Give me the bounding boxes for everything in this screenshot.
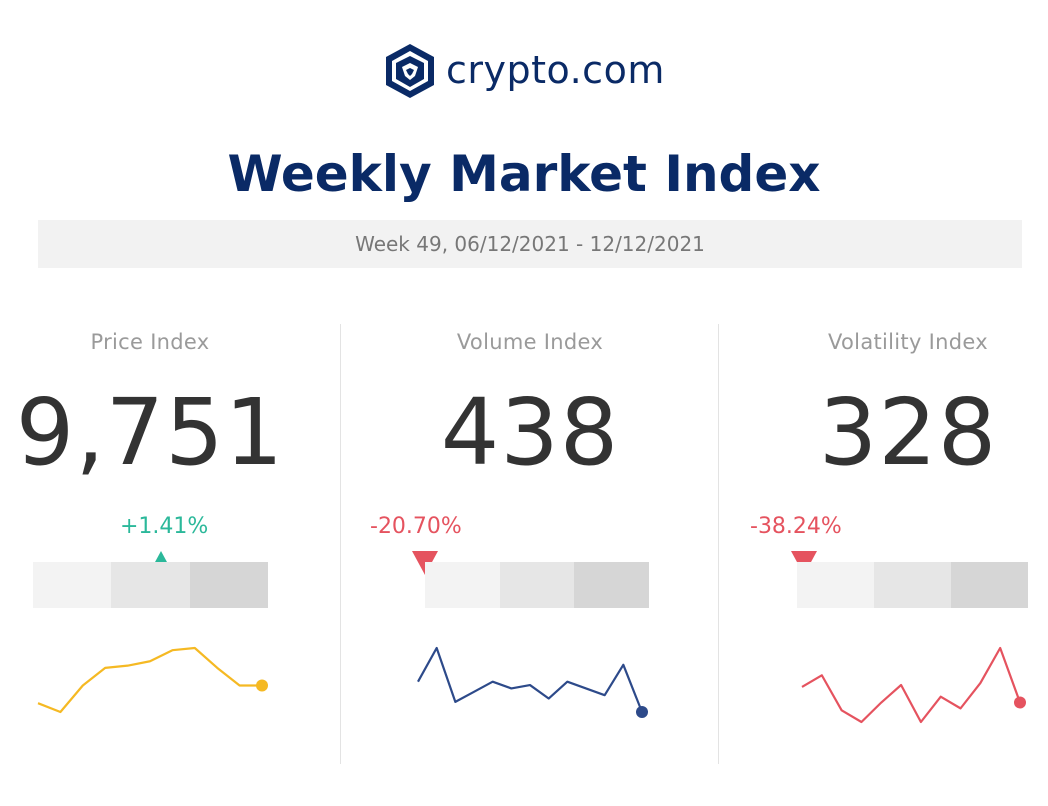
week-range-bar: Week 49, 06/12/2021 - 12/12/2021	[38, 220, 1022, 268]
volume-index-value: 438	[440, 379, 620, 486]
volatility-index-card: Volatility Index 328 -38.24%	[750, 320, 1048, 780]
volatility-index-sparkline	[801, 646, 1026, 724]
volume-index-change: -20.70%	[370, 514, 462, 539]
volatility-index-label: Volatility Index	[828, 330, 988, 354]
volatility-index-value: 328	[818, 379, 998, 486]
column-divider	[340, 324, 341, 764]
volume-index-sparkline	[417, 646, 648, 718]
sparkline-end-dot	[636, 706, 648, 718]
volume-index-card: Volume Index 438 -20.70%	[370, 320, 680, 780]
sparkline-end-dot	[256, 679, 268, 692]
sparkline-path	[37, 646, 262, 714]
crypto-com-logo-icon	[386, 44, 434, 98]
price-index-sparkline	[37, 646, 268, 714]
week-range-text: Week 49, 06/12/2021 - 12/12/2021	[355, 232, 705, 256]
sparkline-path	[801, 646, 1022, 724]
page-title: Weekly Market Index	[227, 145, 821, 203]
price-index-range-bar	[33, 562, 268, 608]
price-index-change: +1.41%	[120, 514, 209, 539]
volatility-index-change: -38.24%	[750, 514, 842, 539]
sparkline-path	[417, 646, 644, 713]
price-index-value: 9,751	[15, 379, 285, 486]
volume-index-range-bar	[425, 562, 650, 608]
volatility-index-range-bar	[797, 562, 1028, 608]
sparkline-end-dot	[1014, 696, 1026, 709]
column-divider	[718, 324, 719, 764]
brand-header: crypto.com	[0, 40, 1048, 100]
price-index-card: Price Index 9,751 +1.41%	[0, 320, 300, 780]
volume-index-label: Volume Index	[456, 330, 604, 354]
brand-name: crypto.com	[446, 48, 665, 92]
price-index-label: Price Index	[90, 330, 210, 354]
